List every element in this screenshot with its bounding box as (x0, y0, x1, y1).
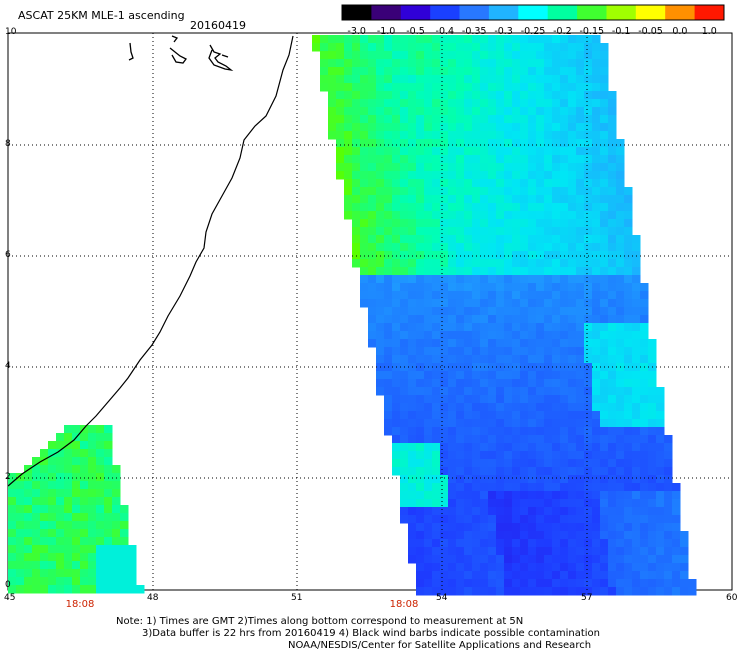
note-line-1: Note: 1) Times are GMT 2)Times along bot… (116, 616, 524, 627)
colorbar-swatch (577, 5, 607, 20)
colorbar-label: -0.2 (553, 26, 572, 37)
colorbar-label: -3.0 (347, 26, 366, 37)
colorbar-label: 0.0 (672, 26, 688, 37)
x-tick-57: 57 (581, 593, 593, 603)
swath-time-right: 18:08 (389, 599, 419, 610)
colorbar-swatch (606, 5, 637, 20)
colorbar-swatch (665, 5, 696, 20)
swath-time-left: 18:08 (65, 599, 95, 610)
colorbar-swatch (459, 5, 490, 20)
y-tick-10: 10 (5, 27, 17, 37)
colorbar-swatch (635, 5, 666, 20)
colorbar-swatch (430, 5, 461, 20)
y-tick-6: 6 (5, 250, 11, 260)
y-tick-0: 0 (5, 580, 11, 590)
colorbar-label: -0.15 (579, 26, 605, 37)
colorbar-label: 1.0 (701, 26, 717, 37)
colorbar-label: -0.1 (611, 26, 631, 37)
colorbar-swatch (400, 5, 431, 20)
colorbar-swatch (547, 5, 578, 20)
colorbar-label: -0.5 (406, 26, 425, 37)
colorbar-label: -0.05 (638, 26, 663, 37)
y-tick-8: 8 (5, 139, 11, 149)
colorbar-label: -0.25 (520, 26, 546, 37)
coastline (7, 35, 294, 487)
colorbar-label: -1.0 (376, 26, 396, 37)
colorbar-label: -0.35 (461, 26, 487, 37)
x-tick-48: 48 (147, 593, 159, 603)
colorbar-swatch (694, 5, 725, 20)
x-tick-45: 45 (4, 593, 16, 603)
x-tick-51: 51 (291, 593, 303, 603)
scatterometer-swath (8, 35, 697, 596)
y-tick-4: 4 (5, 361, 11, 371)
colorbar-label: -0.3 (494, 26, 513, 37)
x-tick-60: 60 (726, 593, 738, 603)
map-date: 20160419 (190, 19, 246, 32)
colorbar (341, 4, 725, 21)
colorbar-swatch (342, 5, 372, 20)
colorbar-frame (341, 4, 725, 21)
colorbar-swatch (371, 5, 402, 20)
y-tick-2: 2 (5, 472, 11, 482)
x-tick-54: 54 (436, 593, 448, 603)
note-line-2: 3)Data buffer is 22 hrs from 20160419 4)… (142, 628, 600, 639)
islands (128, 35, 234, 72)
plot-frame (7, 32, 733, 591)
map-title: ASCAT 25KM MLE-1 ascending (18, 9, 185, 22)
colorbar-swatch (488, 5, 519, 20)
colorbar-label: -0.4 (435, 26, 455, 37)
colorbar-swatch (518, 5, 549, 20)
note-line-3: NOAA/NESDIS/Center for Satellite Applica… (288, 640, 592, 651)
lat-lon-grid (8, 33, 732, 590)
